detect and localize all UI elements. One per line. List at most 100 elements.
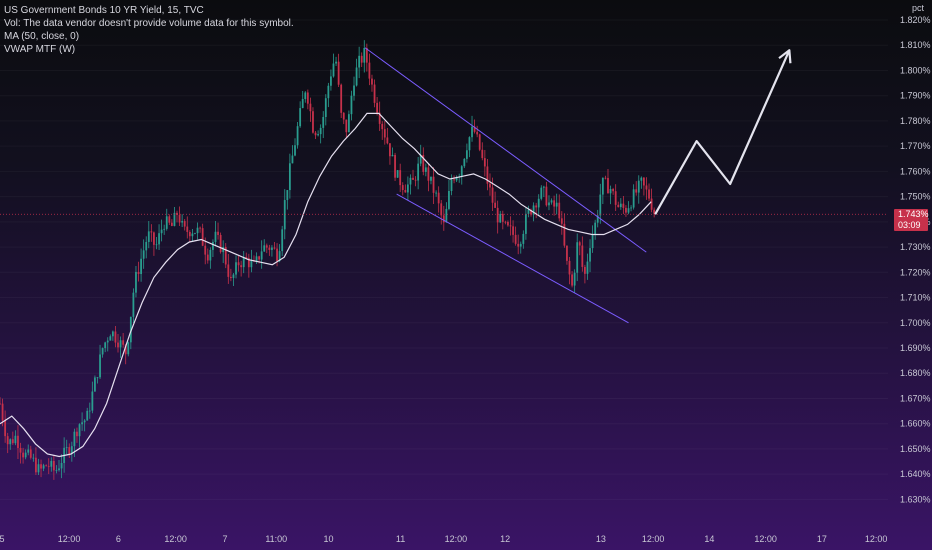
candle-body bbox=[601, 177, 604, 195]
candle-body bbox=[219, 234, 222, 253]
candle-body bbox=[291, 155, 294, 164]
candle-body bbox=[517, 243, 520, 247]
candle-body bbox=[212, 241, 214, 250]
candle-body bbox=[589, 248, 591, 262]
price-tick-label: 1.650% bbox=[900, 444, 931, 454]
candle-body bbox=[32, 457, 35, 459]
candle-body bbox=[258, 256, 260, 260]
ma-line bbox=[0, 112, 652, 458]
candle-body bbox=[229, 276, 232, 279]
candle-body bbox=[463, 158, 466, 167]
legend-ma[interactable]: MA (50, close, 0) bbox=[4, 31, 80, 42]
candle-body bbox=[381, 123, 384, 130]
candle-body bbox=[101, 348, 104, 355]
candle-body bbox=[214, 231, 217, 242]
price-tick-label: 1.820% bbox=[900, 15, 931, 25]
candle-body bbox=[78, 424, 81, 437]
candle-body bbox=[94, 377, 96, 392]
candle-body bbox=[432, 176, 435, 193]
candle-body bbox=[419, 154, 422, 164]
descending-channel bbox=[364, 47, 647, 324]
candle-body bbox=[619, 203, 622, 208]
candle-body bbox=[73, 431, 76, 447]
candle-body bbox=[378, 112, 381, 124]
candle-body bbox=[481, 149, 484, 159]
candle-body bbox=[571, 274, 573, 286]
candle-body bbox=[465, 150, 468, 159]
candle-body bbox=[609, 188, 612, 194]
candle-body bbox=[22, 452, 24, 458]
candle-body bbox=[142, 250, 145, 259]
legend-title[interactable]: US Government Bonds 10 YR Yield, 15, TVC bbox=[4, 5, 204, 16]
price-tick-label: 1.630% bbox=[900, 494, 931, 504]
price-axis-unit: pct bbox=[911, 3, 924, 13]
candle-body bbox=[312, 111, 314, 133]
candle-body bbox=[260, 251, 263, 260]
price-tick-label: 1.770% bbox=[900, 141, 931, 151]
candle-body bbox=[132, 292, 135, 317]
candle-body bbox=[535, 205, 538, 208]
candle-body bbox=[194, 233, 196, 234]
candle-body bbox=[617, 204, 620, 208]
current-price-tag: 1.743% 03:09 bbox=[894, 209, 929, 232]
candle-body bbox=[524, 213, 527, 234]
candle-body bbox=[614, 191, 617, 205]
candle-body bbox=[114, 331, 117, 343]
candle-body bbox=[496, 207, 499, 223]
current-price-value: 1.743% bbox=[898, 209, 929, 220]
candle-body bbox=[527, 209, 530, 214]
candle-body bbox=[286, 190, 289, 201]
candle-body bbox=[519, 243, 522, 247]
candle-body bbox=[255, 256, 258, 262]
channel-upper-line bbox=[364, 47, 647, 253]
candle-body bbox=[224, 247, 227, 265]
price-tick-label: 1.780% bbox=[900, 116, 931, 126]
candle-body bbox=[632, 189, 635, 208]
candle-body bbox=[124, 344, 127, 355]
candle-body bbox=[299, 108, 302, 127]
candle-body bbox=[91, 391, 94, 411]
channel-lower-line bbox=[396, 193, 629, 324]
candle-body bbox=[460, 166, 463, 177]
candle-body bbox=[414, 179, 417, 181]
candle-body bbox=[360, 55, 363, 63]
candle-body bbox=[217, 231, 219, 235]
candle-body bbox=[88, 410, 91, 412]
time-tick-label: 11:00 bbox=[265, 534, 287, 544]
time-tick-label: 12:00 bbox=[164, 534, 187, 544]
candle-body bbox=[199, 227, 201, 229]
candle-body bbox=[117, 342, 119, 348]
candle-body bbox=[422, 154, 425, 172]
candle-body bbox=[265, 245, 268, 248]
candle-body bbox=[153, 232, 155, 245]
time-tick-label: 11 bbox=[396, 534, 405, 544]
candle-body bbox=[186, 226, 189, 232]
candle-body bbox=[178, 214, 181, 223]
candle-body bbox=[342, 112, 345, 120]
candle-body bbox=[537, 198, 540, 208]
candle-body bbox=[129, 316, 132, 343]
candle-body bbox=[201, 228, 204, 246]
legend-vol[interactable]: Vol: The data vendor doesn't provide vol… bbox=[4, 18, 294, 29]
candle-body bbox=[301, 98, 304, 109]
legend-vwap[interactable]: VWAP MTF (W) bbox=[4, 44, 76, 55]
candle-body bbox=[573, 272, 576, 286]
candle-body bbox=[273, 247, 276, 249]
candle-body bbox=[196, 227, 199, 234]
chart-legend: US Government Bonds 10 YR Yield, 15, TVC… bbox=[4, 4, 294, 56]
price-axis[interactable]: 1.820% 1.810% 1.800% 1.790% 1.780% 1.770% 1.76… bbox=[900, 15, 931, 504]
candle-body bbox=[127, 342, 130, 355]
candle-body bbox=[24, 452, 27, 458]
candle-body bbox=[204, 245, 207, 255]
time-axis[interactable]: 5 12:00 6 12:00 7 11:00 10 11 12:00 12 13 12:00 14 12… bbox=[0, 534, 887, 544]
candle-body bbox=[40, 464, 42, 469]
candle-body bbox=[271, 247, 273, 250]
candle-body bbox=[494, 202, 497, 208]
candle-body bbox=[558, 202, 561, 219]
candle-body bbox=[276, 248, 278, 262]
candle-body bbox=[158, 233, 160, 245]
candle-body bbox=[566, 245, 568, 261]
price-tick-label: 1.810% bbox=[900, 40, 931, 50]
candle-body bbox=[309, 103, 312, 112]
